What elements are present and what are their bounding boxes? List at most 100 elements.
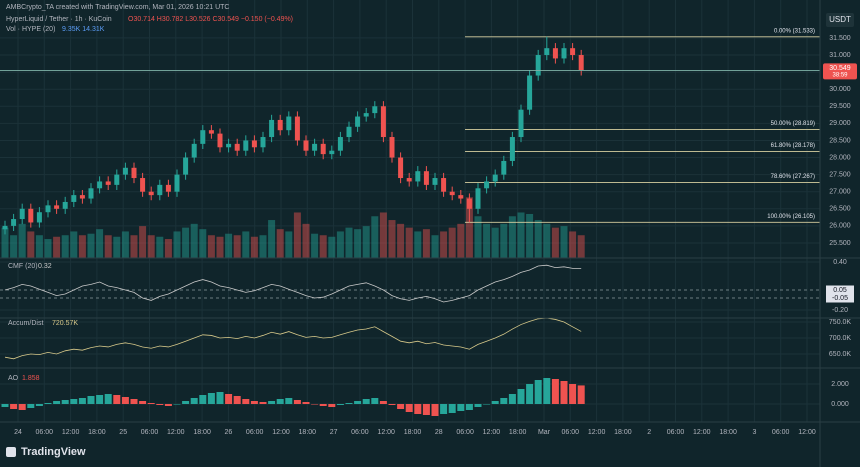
candle-body	[54, 205, 60, 209]
x-tick-label: 12:00	[483, 429, 501, 436]
y-tick-label: 28.500	[829, 137, 851, 144]
candle-body	[501, 160, 507, 175]
candle-body	[458, 195, 464, 199]
candle-body	[389, 137, 395, 158]
volume-bar	[53, 236, 61, 258]
candle-body	[260, 137, 266, 148]
volume-bar	[164, 239, 172, 258]
candle-body	[11, 219, 17, 226]
ao-bar	[70, 399, 78, 404]
candle-body	[441, 178, 447, 192]
ao-bar	[362, 399, 370, 404]
y-tick-label: 31.500	[829, 35, 851, 42]
ao-bar	[457, 404, 465, 411]
candle-body	[183, 157, 189, 175]
volume-bar	[534, 220, 542, 258]
volume-bar	[543, 223, 551, 258]
volume-bar	[268, 220, 276, 258]
volume-bar	[104, 235, 112, 258]
plot: 0.00% (31.533) 50.00% (28.819) 61.80% (28.…	[0, 28, 820, 416]
ao-bar	[534, 380, 542, 404]
candle-body	[337, 137, 343, 151]
ao-bar	[259, 402, 267, 404]
ad-title: Accum/Dist	[8, 320, 43, 327]
candle-body	[535, 55, 541, 76]
ao-bar	[293, 400, 301, 404]
x-tick-label: 06:00	[667, 429, 685, 436]
ao-bar	[483, 404, 491, 405]
ao-bar	[268, 401, 276, 404]
ao-bar	[27, 404, 35, 408]
ao-bar	[465, 404, 473, 410]
logo: TradingView	[6, 446, 86, 458]
x-tick-label: 12:00	[693, 429, 711, 436]
x-tick-label: 12:00	[588, 429, 606, 436]
candle-body	[406, 178, 412, 182]
volume-bar	[250, 236, 258, 258]
volume-bar	[190, 223, 198, 258]
y-tick-label: 700.0K	[829, 335, 852, 342]
volume-bar	[113, 236, 121, 258]
symbol-title: HyperLiquid / Tether · 1h · KuCoin	[6, 16, 112, 23]
candle-body	[217, 133, 223, 148]
volume-bar	[285, 231, 293, 258]
ao-bar	[285, 398, 293, 404]
currency-badge	[826, 13, 854, 27]
candle-body	[191, 143, 197, 158]
x-tick-label: 27	[330, 429, 338, 436]
volume-bar	[61, 235, 69, 258]
candle-body	[449, 191, 455, 196]
ao-bar	[345, 403, 353, 404]
level-badge	[826, 293, 854, 303]
y-tick-label: 25.500	[829, 240, 851, 247]
indicator-line	[4, 317, 582, 360]
candle-body	[45, 205, 51, 213]
volume-bar	[465, 197, 473, 258]
ao-bar	[543, 378, 551, 404]
x-tick-label: 25	[119, 429, 127, 436]
x-tick-label: 12:00	[272, 429, 290, 436]
volume-bar	[276, 229, 284, 258]
ao-bar	[474, 404, 482, 407]
level-badge	[826, 285, 854, 295]
volume-bar	[483, 223, 491, 258]
candle-body	[234, 143, 240, 151]
candle-body	[346, 126, 352, 138]
ao-value: 1.858	[22, 375, 40, 382]
ao-bar	[216, 392, 224, 404]
countdown: 38:59	[832, 73, 848, 79]
ao-bar	[371, 398, 379, 404]
x-tick-label: 18:00	[509, 429, 527, 436]
candle-body	[380, 106, 386, 138]
volume-bar	[225, 233, 233, 258]
candle-body	[432, 178, 438, 185]
candle-body	[243, 140, 249, 151]
ao-bar	[302, 402, 310, 404]
volume-bar	[448, 227, 456, 258]
ao-bar	[61, 400, 69, 404]
x-tick-label: 18:00	[88, 429, 106, 436]
candle-body	[552, 48, 558, 59]
footer: TradingView	[21, 446, 86, 458]
volume-bar	[242, 231, 250, 258]
candle-body	[466, 198, 472, 209]
ao-bar	[431, 404, 439, 416]
ao-bar	[53, 401, 61, 404]
x-tick-label: 28	[435, 429, 443, 436]
ao-bar	[354, 401, 362, 404]
ao-title: AO	[8, 375, 19, 382]
candle-body	[286, 116, 292, 131]
ao-bar	[199, 395, 207, 404]
volume-values: 9.35K 14.31K	[62, 26, 105, 33]
volume-bar	[569, 231, 577, 258]
volume-bar	[354, 229, 362, 258]
ao-bar	[397, 404, 405, 409]
y-tick-label: 29.500	[829, 103, 851, 110]
candle-body	[157, 184, 163, 196]
candle-body	[415, 171, 421, 182]
x-tick-label: 06:00	[772, 429, 790, 436]
volume-bar	[78, 235, 86, 258]
volume-bar	[397, 223, 405, 258]
volume-bar	[311, 233, 319, 258]
ao-bar	[551, 379, 559, 404]
